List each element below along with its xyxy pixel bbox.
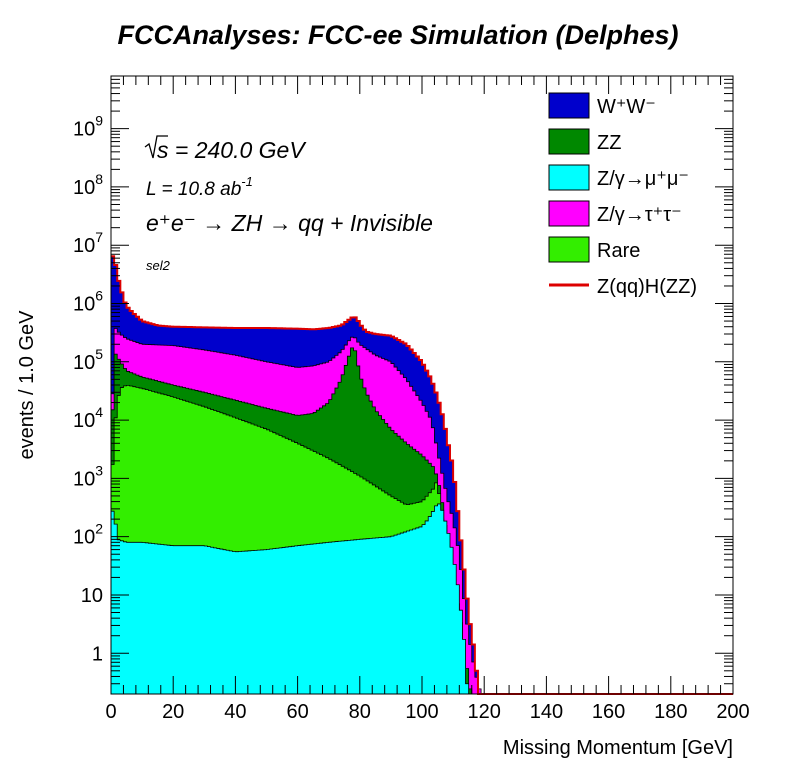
legend-label-ww: W⁺W⁻ [597,96,656,118]
chart-title: FCCAnalyses: FCC-ee Simulation (Delphes) [117,20,679,50]
luminosity-value: L = 10.8 ab [146,179,241,200]
legend-swatch-zmumu [548,164,590,191]
y-tick-label: 104 [73,404,103,432]
x-tick-label: 160 [592,701,625,723]
x-tick-label: 20 [162,701,184,723]
process-text: e⁺e⁻ → ZH → qq + Invisible [146,210,433,236]
sqrt-s-text: s = 240.0 GeV [157,137,307,163]
y-tick-label: 109 [73,113,103,141]
legend-label-signal: Z(qq)H(ZZ) [597,276,697,298]
x-tick-label: 0 [105,701,116,723]
y-axis-label: events / 1.0 GeV [16,310,38,460]
x-tick-label: 40 [224,701,246,723]
y-tick-label: 102 [73,521,103,549]
luminosity-exponent: -1 [241,174,253,189]
legend-label-ztautau: Z/γ→τ⁺τ⁻ [597,204,682,226]
x-axis-label: Missing Momentum [GeV] [503,737,733,759]
selection-text: sel2 [146,258,171,273]
legend-swatch-zz [548,128,590,155]
x-tick-label: 200 [716,701,749,723]
y-tick-label: 107 [73,229,103,257]
x-tick-label: 100 [405,701,438,723]
x-tick-label: 180 [654,701,687,723]
y-tick-label: 1 [92,643,103,665]
legend-label-rare: Rare [597,240,640,262]
luminosity-text: L = 10.8 ab-1 [146,174,253,200]
sqrt-s-annotation: s = 240.0 GeV [144,135,307,163]
y-tick-label: 106 [73,288,103,316]
y-tick-label: 10 [81,585,103,607]
legend-swatch-ww [548,92,590,119]
x-tick-label: 80 [349,701,371,723]
legend-swatch-rare [548,236,590,263]
x-tick-label: 120 [468,701,501,723]
x-tick-label: 60 [286,701,308,723]
legend: W⁺W⁻ ZZ Z/γ→μ⁺μ⁻ Z/γ→τ⁺τ⁻ Rare Z(qq)H(ZZ) [548,92,697,298]
legend-swatch-ztautau [548,200,590,227]
legend-label-zmumu: Z/γ→μ⁺μ⁻ [597,168,689,190]
x-tick-label: 140 [530,701,563,723]
y-tick-label: 105 [73,346,103,374]
y-tick-label: 108 [73,171,103,199]
y-tick-label: 103 [73,462,103,490]
legend-label-zz: ZZ [597,132,621,154]
